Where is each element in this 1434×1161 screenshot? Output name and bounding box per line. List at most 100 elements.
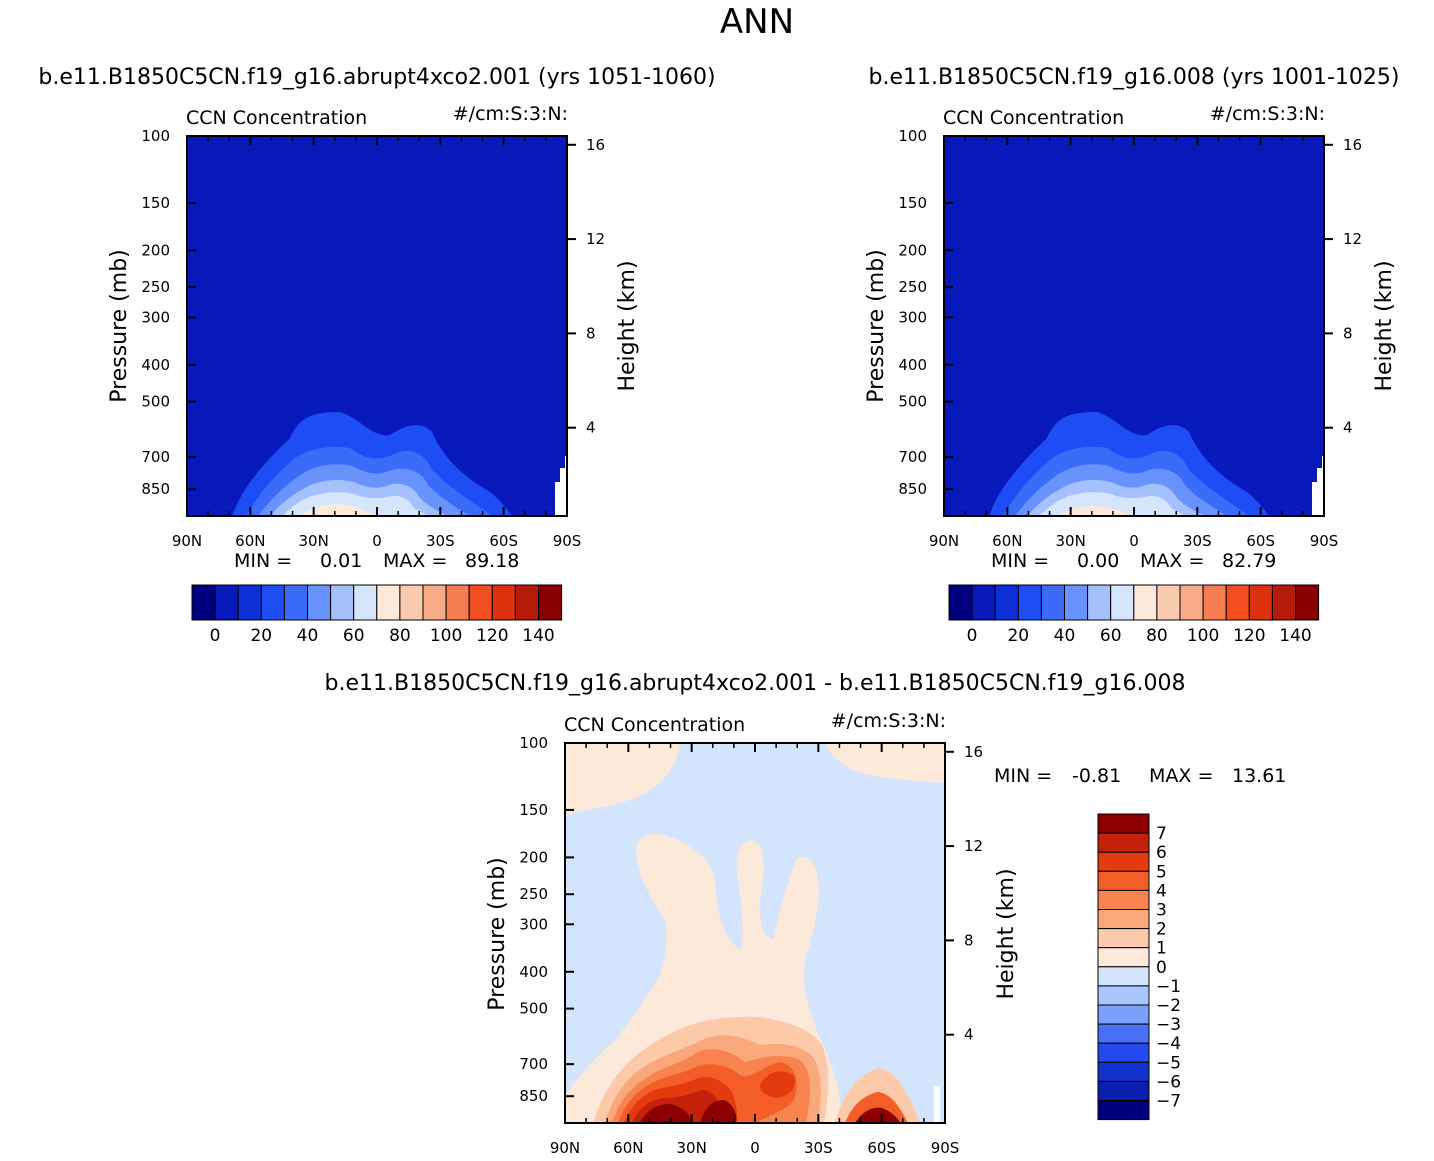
panel-3-xtick-label: 90S (931, 1139, 960, 1157)
colorbar-box (538, 584, 563, 621)
panel-1-max-label: MAX = (383, 550, 447, 572)
panel-3-xtick-label: 60S (867, 1139, 896, 1157)
colorbar-label: 5 (1156, 862, 1167, 882)
panel-1-y2tick-label: 4 (586, 419, 596, 437)
colorbar-label: −7 (1156, 1092, 1181, 1112)
panel-1-y2tick-label: 8 (586, 324, 596, 342)
colorbar-label: 7 (1156, 824, 1167, 844)
colorbar-box (330, 584, 355, 621)
colorbar-box (948, 584, 973, 621)
colorbar-box (399, 584, 424, 621)
panel-3-max-value: 13.61 (1232, 765, 1286, 787)
colorbar-box (1097, 1004, 1150, 1025)
panel-3-plot (564, 742, 946, 1124)
panel-2-min-label: MIN = (991, 550, 1049, 572)
colorbar-label: 6 (1156, 843, 1167, 863)
colorbar-box (307, 584, 332, 621)
colorbar-box (1097, 909, 1150, 930)
panel-1-title: b.e11.B1850C5CN.f19_g16.abrupt4xco2.001 … (38, 65, 715, 90)
panel-2-xtick-label: 60N (992, 532, 1022, 550)
panel-2-ytick-label: 500 (898, 393, 927, 411)
panel-3-contour-top-left (565, 743, 680, 815)
panel-1-xtick-label: 30N (299, 532, 329, 550)
colorbar-box (1097, 947, 1150, 968)
colorbar-box (971, 584, 996, 621)
colorbar-box (214, 584, 239, 621)
colorbar-label: 2 (1156, 920, 1167, 940)
panel-3-xtick-label: 60N (613, 1139, 643, 1157)
colorbar-box (1179, 584, 1204, 621)
colorbar-box (1202, 584, 1227, 621)
panel-2-contour-70 (1057, 506, 1133, 516)
panel-1-ytick-label: 100 (141, 127, 170, 145)
panel-1-plot (186, 135, 568, 517)
panel-1-y-ticks: 100 150 200 250 300 400 500 700 850 (141, 127, 196, 498)
panel-2-min-value: 0.00 (1077, 550, 1119, 572)
colorbar-label: 0 (1156, 958, 1167, 978)
panel-2-xtick-label: 30N (1056, 532, 1086, 550)
panel-2-y2tick-label: 12 (1343, 230, 1362, 248)
panel-2: b.e11.B1850C5CN.f19_g16.008 (yrs 1001-10… (864, 65, 1400, 646)
panel-1-x-ticks: 90N 60N 30N 0 30S 60S 90S (172, 136, 581, 550)
colorbar-label: 0 (967, 626, 978, 646)
panel-2-y2tick-label: 16 (1343, 136, 1362, 154)
panel-2-y2-ticks: 16 12 8 4 (1324, 136, 1362, 437)
panel-1-xtick-label: 60N (235, 532, 265, 550)
panel-2-ylabel: Pressure (mb) (864, 249, 889, 403)
panel-2-ytick-label: 100 (898, 127, 927, 145)
panel-2-y2label: Height (km) (1372, 260, 1397, 391)
panel-3-xtick-label: 0 (750, 1139, 760, 1157)
panel-1: b.e11.B1850C5CN.f19_g16.abrupt4xco2.001 … (38, 65, 715, 646)
colorbar-box (514, 584, 540, 621)
colorbar-box (1271, 584, 1297, 621)
panel-3-title: b.e11.B1850C5CN.f19_g16.abrupt4xco2.001 … (325, 671, 1186, 696)
colorbar-label: 20 (250, 626, 272, 646)
colorbar-box (1097, 985, 1150, 1006)
colorbar-box (1156, 584, 1181, 621)
panel-2-missing-data (1312, 456, 1324, 516)
colorbar-label: −1 (1156, 977, 1181, 997)
panel-3-xtick-label: 90N (550, 1139, 580, 1157)
colorbar-box (1133, 584, 1158, 621)
panel-1-ytick-label: 150 (141, 194, 170, 212)
colorbar-label: −4 (1156, 1034, 1181, 1054)
panel-1-ytick-label: 700 (141, 448, 170, 466)
panel-1-min-label: MIN = (234, 550, 292, 572)
panel-1-ytick-label: 850 (141, 480, 170, 498)
colorbar-label: 100 (1187, 626, 1219, 646)
colorbar-label: 120 (476, 626, 508, 646)
panel-3-ytick-label: 700 (519, 1055, 548, 1073)
panel-3-ytick-label: 400 (519, 963, 548, 981)
panel-3-units: #/cm:S:3:N: (831, 710, 946, 732)
panel-3-ytick-label: 150 (519, 801, 548, 819)
panel-1-xtick-label: 90N (172, 532, 202, 550)
colorbar-box (1097, 851, 1150, 872)
colorbar-box (1097, 889, 1150, 911)
panel-3-ytick-label: 250 (519, 885, 548, 903)
colorbar-label: 3 (1156, 901, 1167, 921)
panel-1-ytick-label: 250 (141, 278, 170, 296)
colorbar-label: 140 (522, 626, 554, 646)
panel-3-ylabel: Pressure (mb) (485, 857, 510, 1011)
panel-1-variable: CCN Concentration (186, 107, 367, 129)
colorbar-label: 1 (1156, 939, 1167, 959)
panel-3-ytick-label: 850 (519, 1087, 548, 1105)
panel-3-y2label: Height (km) (994, 868, 1019, 999)
panel-1-missing-data (555, 456, 567, 516)
colorbar-box (1225, 584, 1250, 621)
panel-2-xtick-label: 30S (1183, 532, 1212, 550)
panel-1-xtick-label: 90S (553, 532, 582, 550)
panel-2-ytick-label: 300 (898, 308, 927, 326)
panel-3-contour-gt7-b (700, 1100, 737, 1123)
colorbar-box (445, 584, 470, 621)
panel-1-y2label: Height (km) (615, 260, 640, 391)
colorbar-box (1110, 584, 1135, 621)
colorbar-label: 4 (1156, 881, 1167, 901)
colorbar-box (1295, 584, 1320, 621)
panel-2-max-value: 82.79 (1222, 550, 1276, 572)
panel-2-x-ticks: 90N 60N 30N 0 30S 60S 90S (929, 136, 1338, 550)
panel-1-colorbar: 0 20 40 60 80 100 120 140 (191, 584, 563, 646)
colorbar-box (468, 584, 493, 621)
panel-1-xtick-label: 0 (372, 532, 382, 550)
